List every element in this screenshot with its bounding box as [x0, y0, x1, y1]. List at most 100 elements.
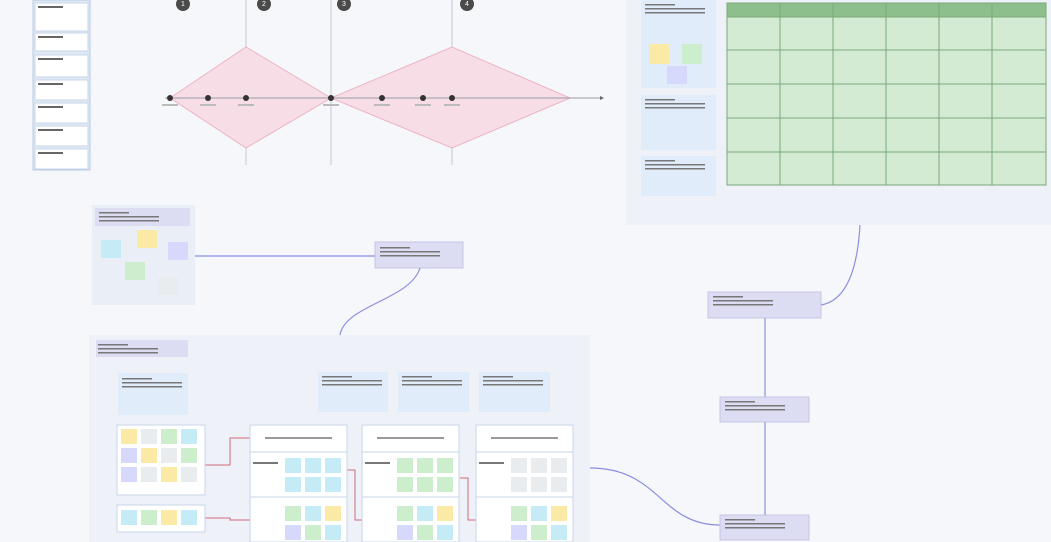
text-placeholder	[483, 376, 513, 378]
text-placeholder	[479, 462, 504, 464]
sticky-note	[511, 458, 527, 473]
sticky-note	[551, 525, 567, 540]
connector	[589, 467, 721, 526]
sticky-note	[437, 458, 453, 473]
text-placeholder	[444, 104, 460, 106]
text-placeholder	[645, 4, 675, 6]
sticky-note	[437, 477, 453, 492]
text-placeholder	[380, 251, 440, 253]
sticky-note	[101, 240, 121, 258]
text-placeholder	[645, 160, 675, 162]
sticky-note	[437, 506, 453, 521]
timeline-dot	[167, 95, 173, 101]
text-placeholder	[380, 247, 410, 249]
sticky-note	[667, 66, 687, 84]
sticky-note	[417, 458, 433, 473]
sticky-note	[305, 525, 321, 540]
sticky-note	[325, 477, 341, 492]
text-placeholder	[322, 376, 352, 378]
sticky-note	[161, 510, 177, 525]
text-placeholder	[200, 104, 216, 106]
sticky-note	[121, 429, 137, 444]
text-placeholder	[483, 384, 543, 386]
text-placeholder	[713, 304, 773, 306]
template-card	[34, 32, 89, 52]
workshop-content	[116, 424, 574, 542]
green-table	[726, 2, 1047, 186]
text-placeholder	[725, 519, 755, 521]
sticky-note	[137, 230, 157, 248]
text-placeholder	[645, 107, 705, 109]
text-placeholder	[99, 212, 129, 214]
sticky-note	[121, 467, 137, 482]
text-placeholder	[725, 409, 785, 411]
sticky-note	[285, 477, 301, 492]
sticky-note	[417, 525, 433, 540]
note-card	[118, 373, 188, 415]
text-placeholder	[402, 376, 432, 378]
text-placeholder	[38, 83, 63, 85]
note-card	[398, 372, 469, 412]
text-placeholder	[402, 380, 462, 382]
sticky-note	[168, 242, 188, 260]
step-marker	[460, 0, 474, 11]
sticky-note	[125, 262, 145, 280]
sticky-note	[141, 448, 157, 463]
sticky-note	[181, 510, 197, 525]
note-card	[479, 372, 550, 412]
sticky-note	[141, 467, 157, 482]
text-placeholder	[483, 380, 543, 382]
sticky-note	[285, 458, 301, 473]
template-card	[34, 54, 89, 78]
text-placeholder	[645, 8, 705, 10]
connector	[339, 267, 421, 336]
sticky-note	[121, 510, 137, 525]
text-placeholder	[122, 386, 182, 388]
step-marker	[337, 0, 351, 11]
sticky-note	[181, 448, 197, 463]
text-placeholder	[238, 104, 254, 106]
timeline	[162, 0, 604, 165]
text-placeholder	[645, 99, 675, 101]
sticky-note	[285, 506, 301, 521]
sticky-note	[551, 458, 567, 473]
sticky-note	[437, 525, 453, 540]
sticky-note	[325, 506, 341, 521]
text-placeholder	[99, 216, 159, 218]
text-placeholder	[38, 6, 63, 8]
connector	[820, 224, 861, 306]
text-placeholder	[645, 164, 705, 166]
text-placeholder	[253, 462, 278, 464]
sticky-note	[121, 448, 137, 463]
sticky-note	[417, 506, 433, 521]
timeline-dot	[379, 95, 385, 101]
sticky-note	[161, 448, 177, 463]
sticky-note	[305, 458, 321, 473]
text-placeholder	[38, 36, 63, 38]
sticky-note	[511, 477, 527, 492]
text-placeholder	[725, 401, 755, 403]
step-number: 1	[181, 1, 185, 8]
sticky-note	[305, 506, 321, 521]
sticky-note	[682, 44, 702, 64]
sticky-note	[161, 429, 177, 444]
text-placeholder	[491, 437, 558, 439]
sticky-note	[325, 458, 341, 473]
text-placeholder	[122, 382, 182, 384]
text-placeholder	[322, 384, 382, 386]
step-number: 3	[342, 1, 346, 8]
sticky-note	[397, 506, 413, 521]
sticky-note	[325, 525, 341, 540]
timeline-dot	[243, 95, 249, 101]
text-placeholder	[713, 296, 743, 298]
text-placeholder	[725, 523, 785, 525]
sticky-note	[531, 525, 547, 540]
text-placeholder	[38, 106, 63, 108]
step-number: 2	[262, 1, 266, 8]
text-placeholder	[645, 103, 705, 105]
text-placeholder	[377, 437, 444, 439]
step-marker	[176, 0, 190, 11]
timeline-steps: 1 2 3 4	[176, 0, 474, 11]
